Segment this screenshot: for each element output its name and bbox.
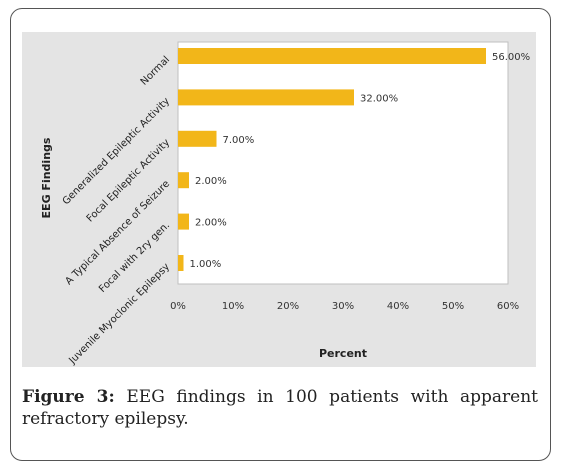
figure-caption: Figure 3: EEG findings in 100 patients w… xyxy=(22,386,538,430)
bar-value-label-2: 7.00% xyxy=(223,135,255,146)
x-tick-label-0: 0% xyxy=(170,301,186,312)
x-tick-label-6: 60% xyxy=(497,301,519,312)
bar-value-label-4: 2.00% xyxy=(195,218,227,229)
x-axis-label: Percent xyxy=(319,347,367,360)
caption-text: EEG findings in 100 patients with appare… xyxy=(22,387,539,429)
bar-2 xyxy=(178,130,217,147)
x-tick-label-1: 10% xyxy=(222,301,244,312)
bar-value-label-0: 56.00% xyxy=(492,52,530,63)
x-tick-label-5: 50% xyxy=(442,301,464,312)
x-tick-label-4: 40% xyxy=(387,301,409,312)
category-label-4: Focal with 2ry gen. xyxy=(97,220,172,295)
bar-3 xyxy=(178,172,189,189)
bar-value-label-1: 32.00% xyxy=(360,93,398,104)
bar-value-label-3: 2.00% xyxy=(195,176,227,187)
plot-area xyxy=(177,41,509,285)
category-label-0: Normal xyxy=(139,54,172,87)
y-axis-label: EEG Findings xyxy=(40,137,53,218)
caption-label: Figure 3: xyxy=(22,387,115,407)
bar-4 xyxy=(178,213,189,230)
x-tick-label-3: 30% xyxy=(332,301,354,312)
bar-5 xyxy=(178,255,184,271)
bar-value-label-5: 1.00% xyxy=(190,259,222,270)
category-label-2: Focal Epileptic Activity xyxy=(85,137,172,224)
x-tick-label-2: 20% xyxy=(277,301,299,312)
bar-0 xyxy=(178,48,486,64)
bar-1 xyxy=(178,89,354,106)
